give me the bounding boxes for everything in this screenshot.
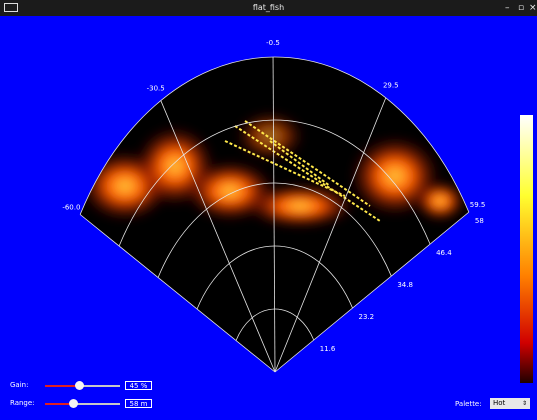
range-fill bbox=[45, 403, 74, 405]
range-ring bbox=[157, 182, 392, 278]
bearing-label: 29.5 bbox=[383, 82, 399, 90]
bearing-label: -60.0 bbox=[62, 203, 80, 211]
range-label: 58 bbox=[475, 217, 484, 225]
range-label: 46.4 bbox=[436, 249, 452, 257]
gain-fill bbox=[45, 385, 80, 387]
bearing-line bbox=[274, 211, 470, 373]
palette-value: Hot bbox=[493, 399, 506, 407]
sonar-image bbox=[80, 111, 465, 228]
gain-value: 45 % bbox=[125, 381, 152, 390]
minimize-button[interactable]: – bbox=[505, 3, 510, 13]
bearing-label: 59.5 bbox=[470, 201, 486, 209]
window-title: flat_fish bbox=[252, 3, 285, 12]
bearing-line bbox=[272, 57, 276, 373]
maximize-button[interactable]: ▫ bbox=[518, 3, 525, 13]
palette-label: Palette: bbox=[455, 400, 482, 408]
title-bar: flat_fish – ▫ × bbox=[0, 0, 537, 16]
range-label: Range: bbox=[10, 399, 35, 407]
range-ring bbox=[118, 119, 431, 247]
bearing-label: -0.5 bbox=[266, 39, 280, 47]
range-label: 34.8 bbox=[397, 281, 413, 289]
bearing-line bbox=[274, 97, 387, 373]
bearing-label: -30.5 bbox=[147, 84, 165, 92]
range-track bbox=[45, 403, 120, 405]
range-slider[interactable] bbox=[69, 399, 78, 408]
sonar-view: 11.6 23.2 34.8 46.4 58 -60.0 -30.5 -0.5 29.5 59.5 bbox=[62, 39, 533, 383]
range-ring bbox=[79, 56, 470, 215]
close-button[interactable]: × bbox=[529, 3, 537, 13]
range-value: 58 m bbox=[125, 399, 152, 408]
gain-slider[interactable] bbox=[75, 381, 84, 390]
gain-label: Gain: bbox=[10, 381, 29, 389]
range-label: 23.2 bbox=[359, 313, 375, 321]
range-label: 11.6 bbox=[320, 345, 336, 353]
palette-colorbar bbox=[520, 115, 533, 383]
window-icon bbox=[4, 3, 18, 12]
palette-combobox[interactable]: Hot ⇕ bbox=[490, 398, 530, 409]
bearing-line bbox=[79, 214, 276, 373]
bearing-line bbox=[160, 100, 276, 373]
